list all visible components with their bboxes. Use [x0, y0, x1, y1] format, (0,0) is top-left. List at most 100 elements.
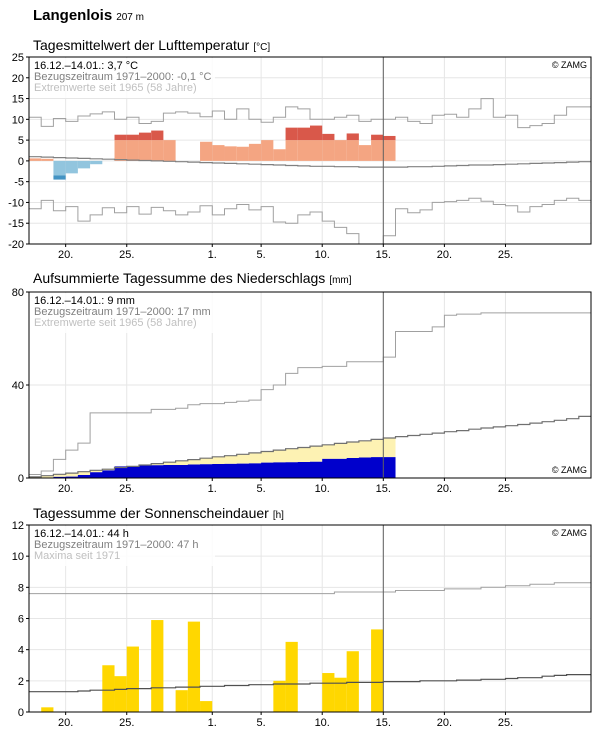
sun-bar	[285, 641, 298, 712]
temperature-xtick-label: 20.	[437, 249, 452, 261]
sunshine-chart: Tagessumme der Sonnenscheindauer [h] 0 2 4 6 8…	[12, 505, 592, 729]
temp-bar	[310, 140, 323, 161]
sunshine-xtick-label: 5.	[257, 717, 266, 729]
precipitation-xtick-label: 1.	[208, 483, 217, 495]
temp-bar	[224, 146, 237, 161]
sun-bar	[371, 629, 384, 712]
sun-bar	[175, 690, 188, 712]
precipitation-xtick-label: 20.	[58, 483, 73, 495]
precipitation-info-box	[30, 293, 215, 333]
temp-bar	[151, 140, 164, 161]
temp-bar	[346, 140, 359, 161]
temperature-info-line-1: 16.12.–14.01.: 3,7 °C	[34, 60, 138, 72]
temperature-ytick-label: 0	[18, 156, 24, 168]
precipitation-ytick-label: 80	[12, 287, 24, 299]
temp-normal-line	[29, 156, 591, 168]
temperature-info-line-2: Bezugszeitraum 1971–2000: -0,1 °C	[34, 71, 212, 83]
sun-bar	[126, 646, 139, 712]
temperature-ytick-label: -5	[14, 177, 24, 189]
temp-bar	[371, 140, 384, 161]
precip-extreme-max-line	[29, 312, 591, 475]
precipitation-ytick-label: 0	[18, 473, 24, 485]
temperature-ytick-label: 20	[12, 73, 24, 85]
temp-bar	[138, 140, 152, 161]
temp-bar-high	[138, 132, 152, 141]
sunshine-xtick-label: 15.	[376, 717, 391, 729]
temp-bar	[322, 140, 335, 161]
precipitation-xtick-label: 5.	[257, 483, 266, 495]
sun-bar	[41, 707, 54, 712]
temp-bar-high	[371, 134, 384, 141]
temp-bar	[53, 160, 66, 176]
sunshine-title-text: Tagessumme der Sonnenscheindauer	[33, 505, 269, 521]
temperature-ytick-label: 25	[12, 52, 24, 64]
temp-bar	[383, 140, 396, 161]
sunshine-info-line-1: 16.12.–14.01.: 44 h	[34, 528, 129, 540]
precipitation-xtick-label: 15.	[376, 483, 391, 495]
sunshine-ytick-label: 6	[18, 614, 24, 626]
sunshine-ytick-label: 12	[12, 520, 24, 532]
temp-bar-high	[297, 127, 310, 141]
temperature-frame	[28, 56, 592, 245]
station-name: Langenlois	[33, 7, 112, 24]
sun-bar	[334, 677, 347, 712]
precipitation-copyright: © ZAMG	[552, 465, 587, 475]
temp-bar	[163, 140, 176, 161]
temperature-info-line-3: Extremwerte seit 1965 (58 Jahre)	[34, 82, 197, 94]
temp-bar-high	[126, 134, 139, 141]
precipitation-info-line-2: Bezugszeitraum 1971–2000: 17 mm	[34, 306, 211, 318]
precipitation-title: Aufsummierte Tagessumme des Niederschlag…	[33, 270, 352, 286]
temperature-info-box	[30, 58, 215, 98]
temp-bar-high	[383, 135, 396, 141]
temp-bar-high	[322, 133, 335, 141]
temperature-xtick-label: 25.	[119, 249, 134, 261]
temp-bar-high	[114, 134, 127, 141]
temperature-title: Tagesmittelwert der Lufttemperatur [°C]	[33, 37, 270, 53]
temp-bar	[114, 140, 127, 161]
sunshine-xtick-label: 20.	[58, 717, 73, 729]
sunshine-ytick-label: 2	[18, 676, 24, 688]
sun-bar	[114, 676, 127, 712]
sunshine-title: Tagessumme der Sonnenscheindauer [h]	[33, 505, 284, 521]
temp-bar	[126, 140, 139, 161]
temp-bar-high	[310, 125, 323, 141]
sunshine-unit: [h]	[273, 510, 284, 521]
precip-normal-line	[29, 415, 591, 478]
precipitation-info-line-3: Extremwerte seit 1965 (58 Jahre)	[34, 317, 197, 329]
precip-actual-area	[29, 457, 396, 478]
temp-bar	[297, 140, 310, 161]
sunshine-xtick-label: 20.	[437, 717, 452, 729]
temperature-title-text: Tagesmittelwert der Lufttemperatur	[33, 37, 250, 53]
temp-bar	[90, 160, 103, 165]
temp-bar	[285, 140, 298, 161]
temperature-ytick-label: -10	[8, 197, 24, 209]
precipitation-ytick-label: 40	[12, 380, 24, 392]
temp-extreme-min-line	[29, 197, 591, 245]
temp-extreme-max-line	[29, 98, 591, 129]
precipitation-xtick-label: 25.	[498, 483, 513, 495]
charts-group: Tagesmittelwert der Lufttemperatur [°C] -2…	[8, 37, 592, 729]
precipitation-title-text: Aufsummierte Tagessumme des Niederschlag…	[33, 270, 325, 286]
sunshine-xtick-label: 25.	[498, 717, 513, 729]
temp-bar	[29, 158, 42, 161]
precipitation-xtick-label: 20.	[437, 483, 452, 495]
sunshine-info-line-2: Bezugszeitraum 1971–2000: 47 h	[34, 539, 199, 551]
sunshine-ytick-label: 8	[18, 582, 24, 594]
temp-bar-high	[151, 130, 164, 141]
temp-bar	[212, 145, 225, 161]
temperature-xtick-label: 15.	[376, 249, 391, 261]
temperature-xtick-label: 25.	[498, 249, 513, 261]
temp-bar	[236, 146, 249, 161]
sunshine-ytick-label: 10	[12, 551, 24, 563]
temp-bar-high	[285, 127, 298, 141]
temp-bar	[248, 143, 262, 161]
temp-bar	[358, 145, 372, 161]
temperature-xtick-label: 10.	[315, 249, 330, 261]
temperature-ytick-label: -15	[8, 218, 24, 230]
temp-bar	[200, 141, 213, 161]
precipitation-xtick-label: 25.	[119, 483, 134, 495]
temperature-ytick-label: 15	[12, 94, 24, 106]
sun-bar	[200, 701, 213, 712]
temp-bar	[273, 149, 286, 161]
